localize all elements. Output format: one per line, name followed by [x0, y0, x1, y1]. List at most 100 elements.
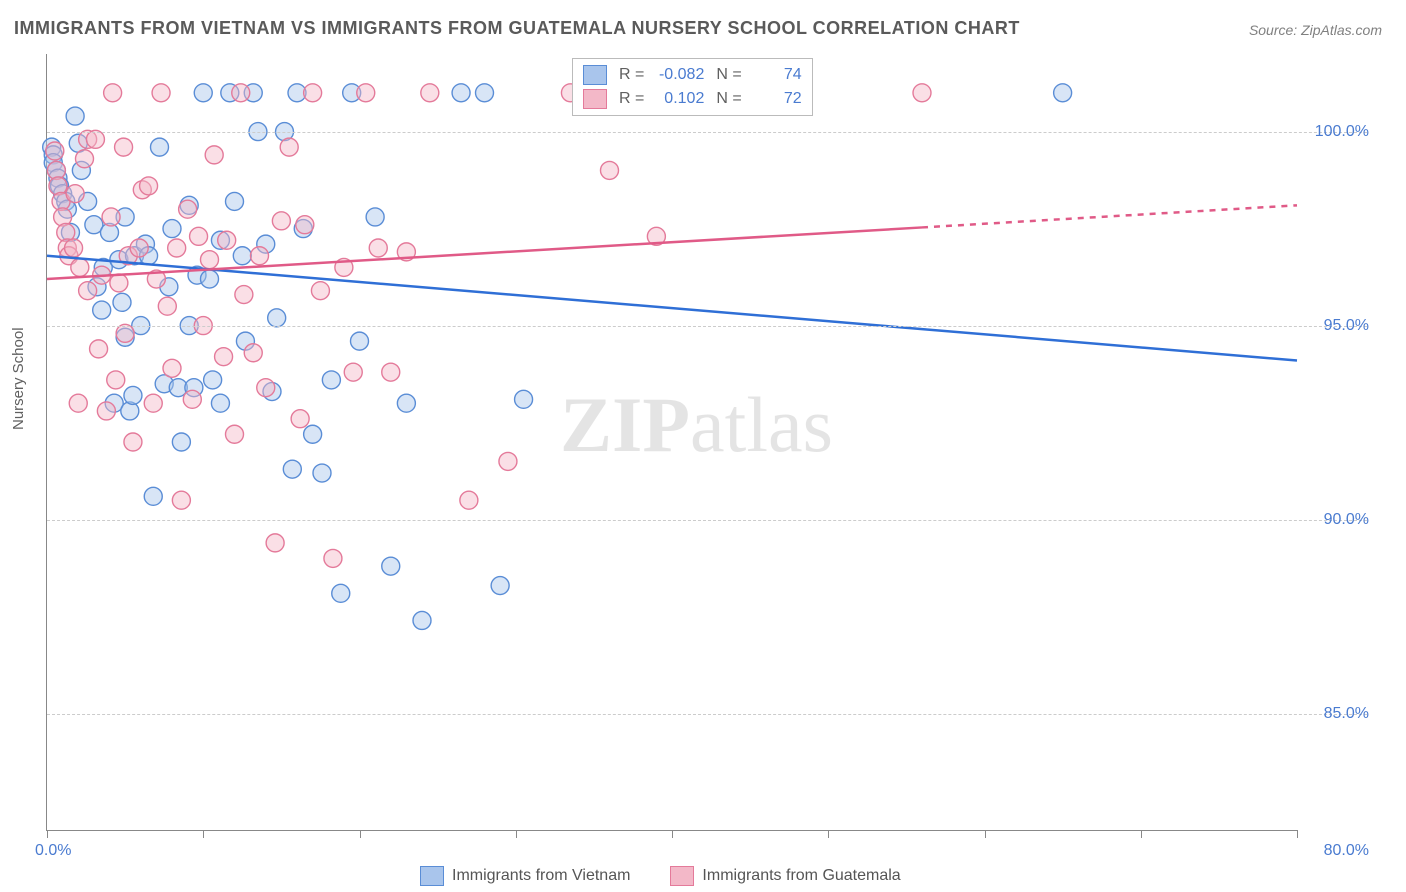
data-point: [65, 239, 83, 257]
data-point: [158, 297, 176, 315]
data-point: [49, 177, 67, 195]
legend-r-value: 0.102: [650, 87, 704, 111]
data-point: [97, 402, 115, 420]
data-point: [324, 549, 342, 567]
data-point: [304, 84, 322, 102]
data-point: [124, 433, 142, 451]
data-point: [382, 557, 400, 575]
data-point: [397, 394, 415, 412]
data-point: [322, 371, 340, 389]
data-point: [313, 464, 331, 482]
data-point: [179, 200, 197, 218]
gridline: [47, 132, 1367, 133]
legend-n-label: N =: [716, 63, 741, 87]
data-point: [107, 371, 125, 389]
x-tick: [985, 830, 986, 838]
gridline: [47, 714, 1367, 715]
data-point: [76, 150, 94, 168]
legend-r-label: R =: [619, 63, 644, 87]
data-point: [144, 487, 162, 505]
data-point: [304, 425, 322, 443]
y-tick-label: 95.0%: [1309, 317, 1369, 335]
data-point: [369, 239, 387, 257]
data-point: [366, 208, 384, 226]
data-point: [54, 208, 72, 226]
y-tick-label: 85.0%: [1309, 705, 1369, 723]
legend-r-label: R =: [619, 87, 644, 111]
data-point: [357, 84, 375, 102]
data-point: [172, 491, 190, 509]
data-point: [226, 192, 244, 210]
x-tick: [47, 830, 48, 838]
data-point: [144, 394, 162, 412]
legend-label: Immigrants from Guatemala: [702, 867, 900, 885]
data-point: [110, 274, 128, 292]
data-point: [311, 282, 329, 300]
legend-top-row: R =-0.082 N = 74: [583, 63, 802, 87]
data-point: [913, 84, 931, 102]
data-point: [151, 138, 169, 156]
data-point: [102, 208, 120, 226]
data-point: [232, 84, 250, 102]
data-point: [382, 363, 400, 381]
data-point: [1054, 84, 1072, 102]
data-point: [79, 282, 97, 300]
legend-swatch: [583, 89, 607, 109]
data-point: [168, 239, 186, 257]
legend-top-row: R =0.102 N = 72: [583, 87, 802, 111]
data-point: [194, 84, 212, 102]
data-point: [452, 84, 470, 102]
y-tick-label: 100.0%: [1309, 123, 1369, 141]
legend-n-value: 74: [748, 63, 802, 87]
data-point: [204, 371, 222, 389]
x-tick: [1297, 830, 1298, 838]
legend-swatch: [420, 866, 444, 886]
data-point: [163, 359, 181, 377]
data-point: [121, 402, 139, 420]
data-point: [124, 386, 142, 404]
data-point: [351, 332, 369, 350]
data-point: [201, 270, 219, 288]
legend-swatch: [670, 866, 694, 886]
data-point: [190, 227, 208, 245]
data-point: [601, 161, 619, 179]
legend-r-value: -0.082: [650, 63, 704, 87]
data-point: [71, 258, 89, 276]
data-point: [66, 185, 84, 203]
x-tick: [1141, 830, 1142, 838]
data-point: [66, 107, 84, 125]
data-point: [130, 239, 148, 257]
y-tick-label: 90.0%: [1309, 511, 1369, 529]
data-point: [344, 363, 362, 381]
legend-n-value: 72: [748, 87, 802, 111]
x-tick: [360, 830, 361, 838]
data-point: [163, 220, 181, 238]
data-point: [215, 348, 233, 366]
data-point: [115, 138, 133, 156]
data-point: [257, 379, 275, 397]
data-point: [116, 324, 134, 342]
data-point: [499, 452, 517, 470]
data-point: [296, 216, 314, 234]
data-point: [218, 231, 236, 249]
legend-label: Immigrants from Vietnam: [452, 867, 630, 885]
data-point: [235, 286, 253, 304]
data-point: [332, 584, 350, 602]
data-point: [201, 251, 219, 269]
data-point: [93, 301, 111, 319]
plot-area: 85.0%90.0%95.0%100.0%0.0%80.0%: [46, 54, 1297, 831]
legend-bottom: Immigrants from Vietnam Immigrants from G…: [420, 866, 901, 886]
legend-bottom-item: Immigrants from Guatemala: [670, 866, 900, 886]
legend-n-label: N =: [716, 87, 741, 111]
x-tick: [203, 830, 204, 838]
x-tick-label: 0.0%: [35, 842, 71, 860]
data-point: [205, 146, 223, 164]
data-point: [69, 394, 87, 412]
data-point: [291, 410, 309, 428]
data-point: [211, 394, 229, 412]
data-point: [413, 611, 431, 629]
data-point: [86, 130, 104, 148]
y-axis-label: Nursery School: [10, 327, 27, 430]
x-tick-label: 80.0%: [1324, 842, 1369, 860]
data-point: [491, 577, 509, 595]
